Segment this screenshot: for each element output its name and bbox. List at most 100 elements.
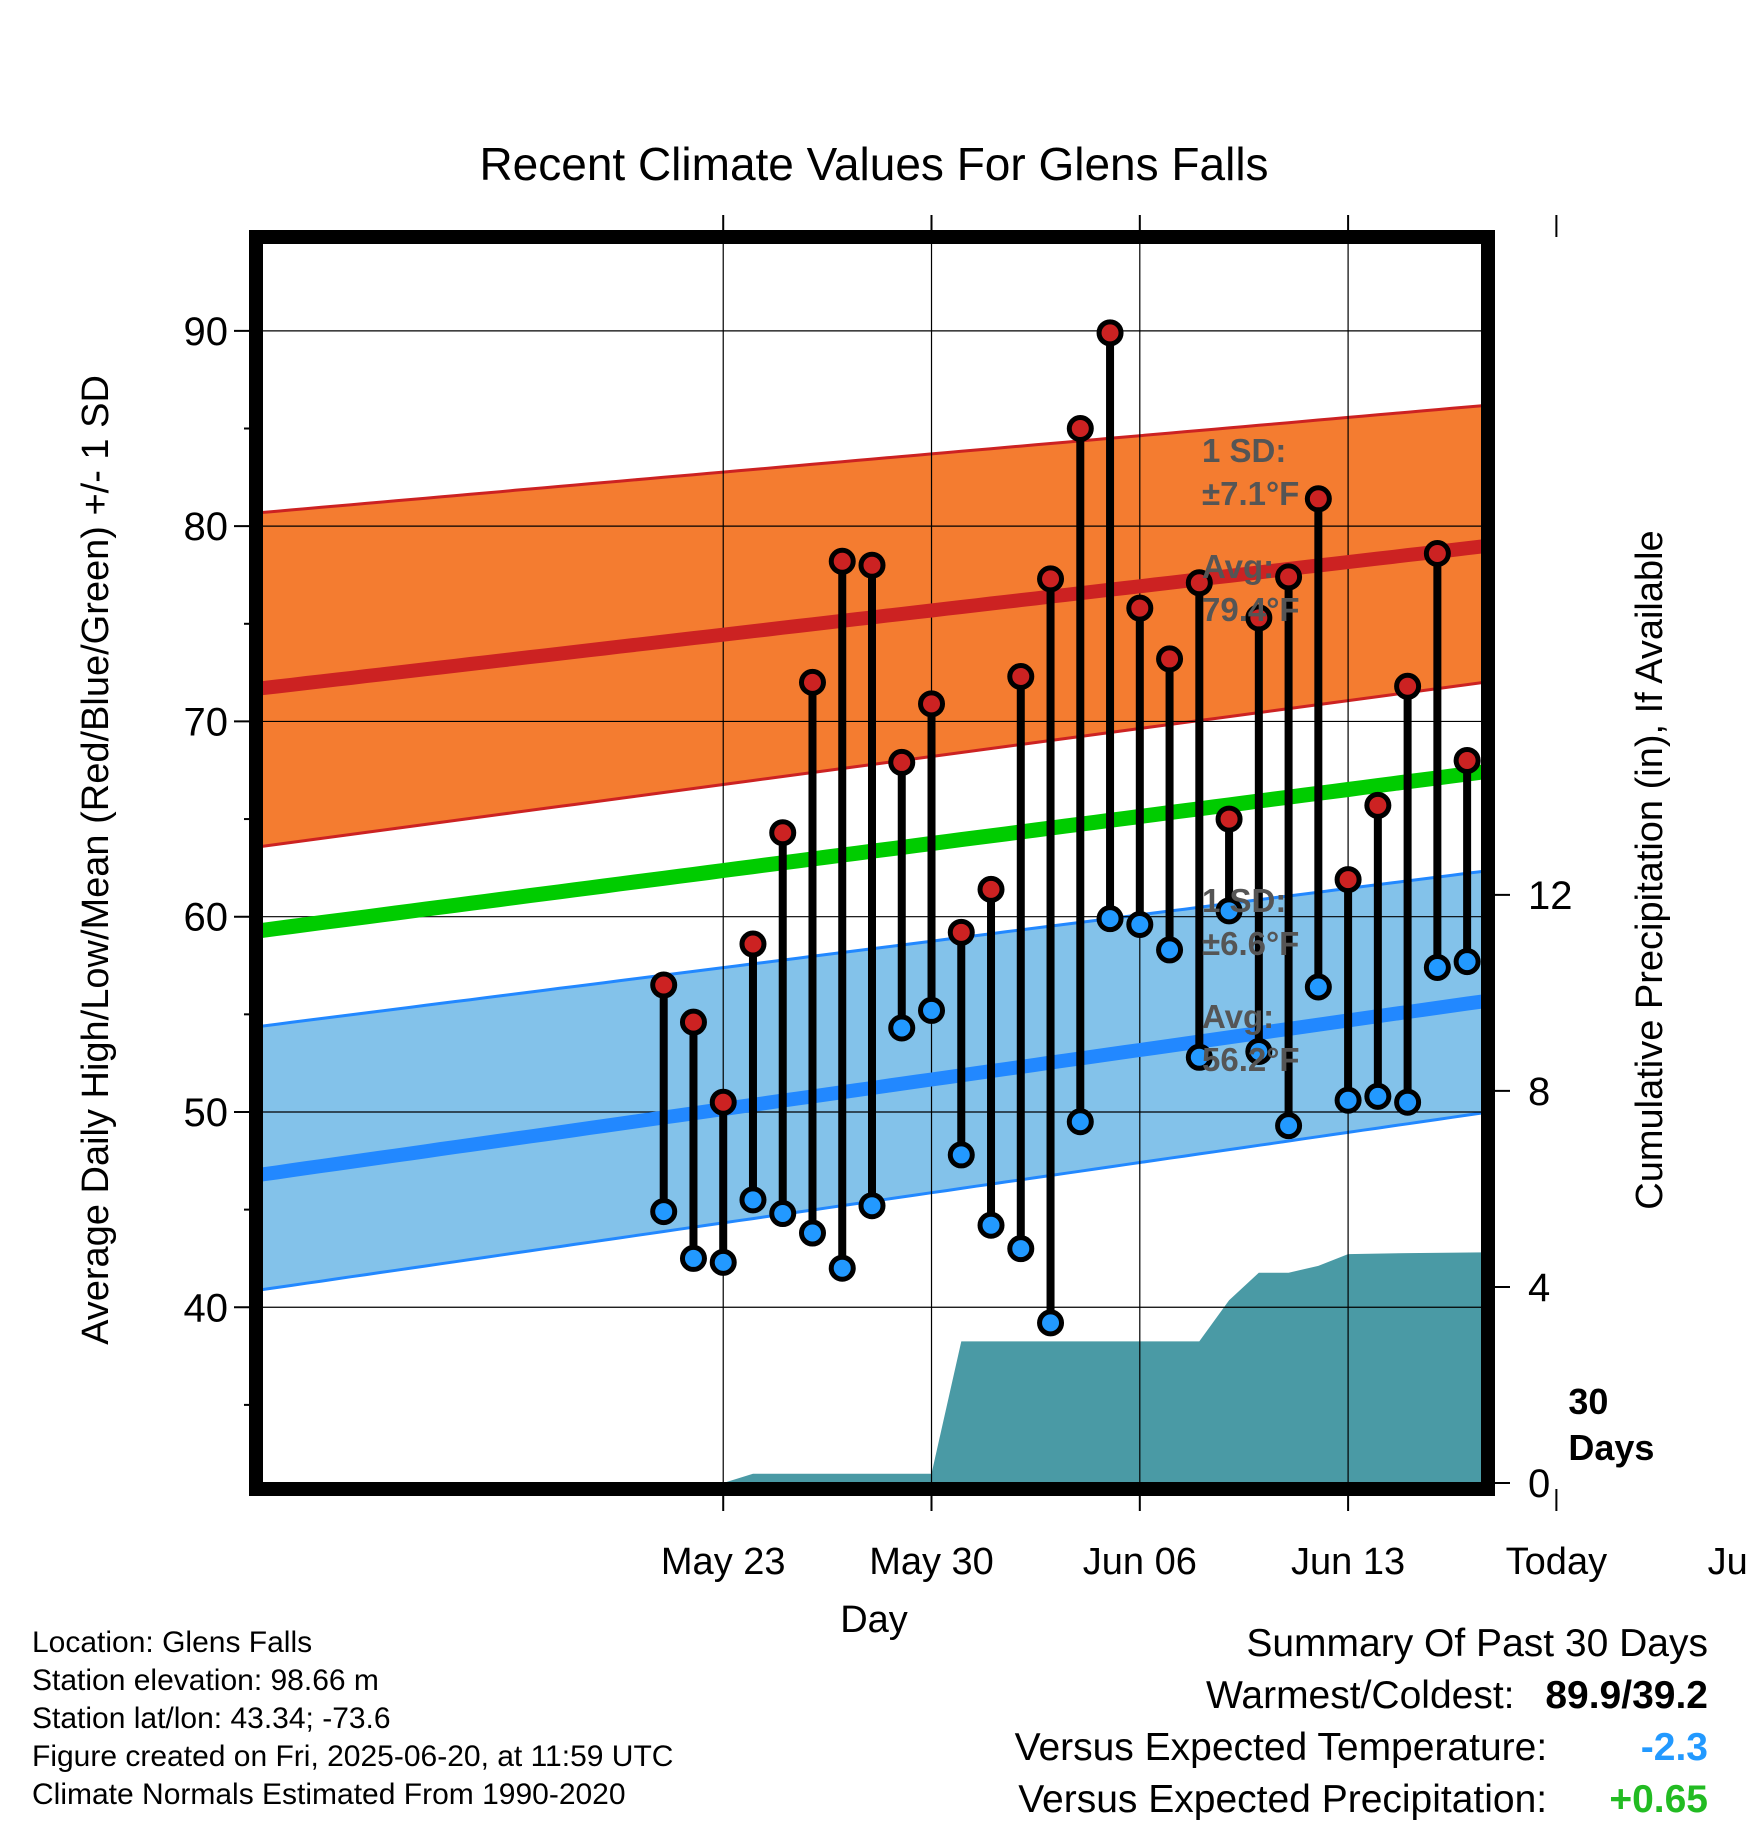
right-tick-label: 4 — [1528, 1266, 1550, 1310]
summary-warmest-row: Warmest/Coldest: 89.9/39.2 — [1015, 1670, 1708, 1722]
high-sd-label: 1 SD: — [1202, 432, 1286, 469]
high-marker — [1096, 319, 1124, 347]
high-marker — [1037, 565, 1065, 593]
high-marker — [1394, 672, 1422, 700]
low-marker — [1156, 936, 1184, 964]
summary-title: Summary Of Past 30 Days — [1246, 1622, 1708, 1665]
high-marker — [1364, 791, 1392, 819]
high-marker — [1334, 866, 1362, 894]
low-marker — [798, 1219, 826, 1247]
low-marker — [1364, 1082, 1392, 1110]
low-marker — [739, 1186, 767, 1214]
high-marker — [918, 690, 946, 718]
low-marker — [1126, 911, 1154, 939]
low-marker — [977, 1211, 1005, 1239]
y-axis-label-right: Cumulative Precipitation (in), If Availa… — [1629, 530, 1671, 1209]
low-marker — [709, 1248, 737, 1276]
high-marker — [828, 547, 856, 575]
summary-precip-label: Versus Expected Precipitation: — [1018, 1778, 1548, 1821]
low-marker — [1215, 897, 1243, 925]
high-marker — [977, 875, 1005, 903]
high-marker — [1304, 485, 1332, 513]
low-marker — [888, 1014, 916, 1042]
high-marker — [650, 971, 678, 999]
x-axis-label: Day — [840, 1599, 908, 1641]
low-marker — [1275, 1112, 1303, 1140]
left-tick-label: 70 — [184, 700, 229, 744]
summary-temp-row: Versus Expected Temperature: -2.3 — [1015, 1722, 1708, 1774]
high-marker — [709, 1088, 737, 1116]
x-tick-label: May 23 — [661, 1541, 786, 1583]
x-tick-label: May 30 — [869, 1541, 994, 1583]
high-marker — [1245, 604, 1273, 632]
summary-precip-value: +0.65 — [1609, 1778, 1708, 1821]
high-marker — [769, 819, 797, 847]
low-marker — [1516, 710, 1538, 732]
info-created: Figure created on Fri, 2025-06-20, at 11… — [32, 1740, 674, 1773]
today-days-label: Days — [1568, 1427, 1654, 1468]
info-elevation: Station elevation: 98.66 m — [32, 1664, 379, 1697]
plot-area — [262, 243, 1570, 1483]
low-marker — [1423, 953, 1451, 981]
chart-title: Recent Climate Values For Glens Falls — [479, 138, 1268, 190]
y-axis-label-left: Average Daily High/Low/Mean (Red/Blue/Gr… — [75, 375, 117, 1345]
info-latlon: Station lat/lon: 43.34; -73.6 — [32, 1702, 391, 1735]
station-info: Location: Glens Falls Station elevation:… — [32, 1624, 673, 1814]
high-avg-label: Avg: — [1202, 548, 1274, 585]
right-tick-label: 0 — [1528, 1462, 1550, 1506]
low-marker — [1453, 948, 1481, 976]
x-tick-label: Jun 13 — [1291, 1541, 1405, 1583]
high-marker — [1007, 663, 1035, 691]
low-marker — [679, 1244, 707, 1272]
high-marker — [1275, 563, 1303, 591]
low-marker — [828, 1254, 856, 1282]
high-marker — [947, 918, 975, 946]
high-marker — [1126, 594, 1154, 622]
left-tick-label: 50 — [184, 1091, 229, 1135]
precipitation-area — [723, 1252, 1482, 1483]
x-tick-label: Jun 27 — [1708, 1541, 1748, 1583]
plot-frame — [249, 230, 1495, 1496]
low-marker — [918, 996, 946, 1024]
low-marker — [1066, 1108, 1094, 1136]
left-tick-label: 60 — [184, 896, 229, 940]
high-marker — [1156, 645, 1184, 673]
high-marker — [1066, 415, 1094, 443]
low-avg-value: 56.2°F — [1202, 1041, 1300, 1078]
info-location: Location: Glens Falls — [32, 1626, 313, 1659]
right-tick-label: 12 — [1528, 874, 1573, 918]
high-marker — [888, 748, 916, 776]
left-tick-label: 40 — [184, 1286, 229, 1330]
low-marker — [1185, 1043, 1213, 1071]
summary-panel: Summary Of Past 30 Days Warmest/Coldest:… — [1015, 1618, 1708, 1826]
low-marker — [1037, 1309, 1065, 1337]
low-marker — [1245, 1037, 1273, 1065]
summary-warmest-label: Warmest/Coldest: — [1206, 1674, 1515, 1717]
high-marker — [798, 668, 826, 696]
high-marker — [1516, 367, 1538, 389]
low-marker — [1096, 905, 1124, 933]
today-low-avg-marker — [1542, 977, 1570, 1005]
summary-temp-label: Versus Expected Temperature: — [1014, 1726, 1548, 1769]
right-tick-label: 8 — [1528, 1070, 1550, 1114]
low-sd-label: 1 SD: — [1202, 882, 1286, 919]
today-days-label: 30 — [1568, 1381, 1608, 1422]
high-marker — [858, 551, 886, 579]
low-marker — [858, 1192, 886, 1220]
high-marker — [1185, 569, 1213, 597]
low-marker — [1394, 1088, 1422, 1116]
low-marker — [1304, 973, 1332, 1001]
high-marker — [739, 930, 767, 958]
info-normals: Climate Normals Estimated From 1990-2020 — [32, 1778, 626, 1811]
high-marker — [1215, 805, 1243, 833]
today-high-avg-marker — [1542, 524, 1570, 552]
low-avg-label: Avg: — [1202, 998, 1274, 1035]
high-marker — [1453, 746, 1481, 774]
high-sd-upper-line — [262, 404, 1482, 514]
high-marker — [679, 1008, 707, 1036]
low-marker — [1334, 1086, 1362, 1114]
low-marker — [650, 1198, 678, 1226]
summary-warmest-value: 89.9/39.2 — [1545, 1674, 1708, 1717]
low-marker — [1007, 1235, 1035, 1263]
